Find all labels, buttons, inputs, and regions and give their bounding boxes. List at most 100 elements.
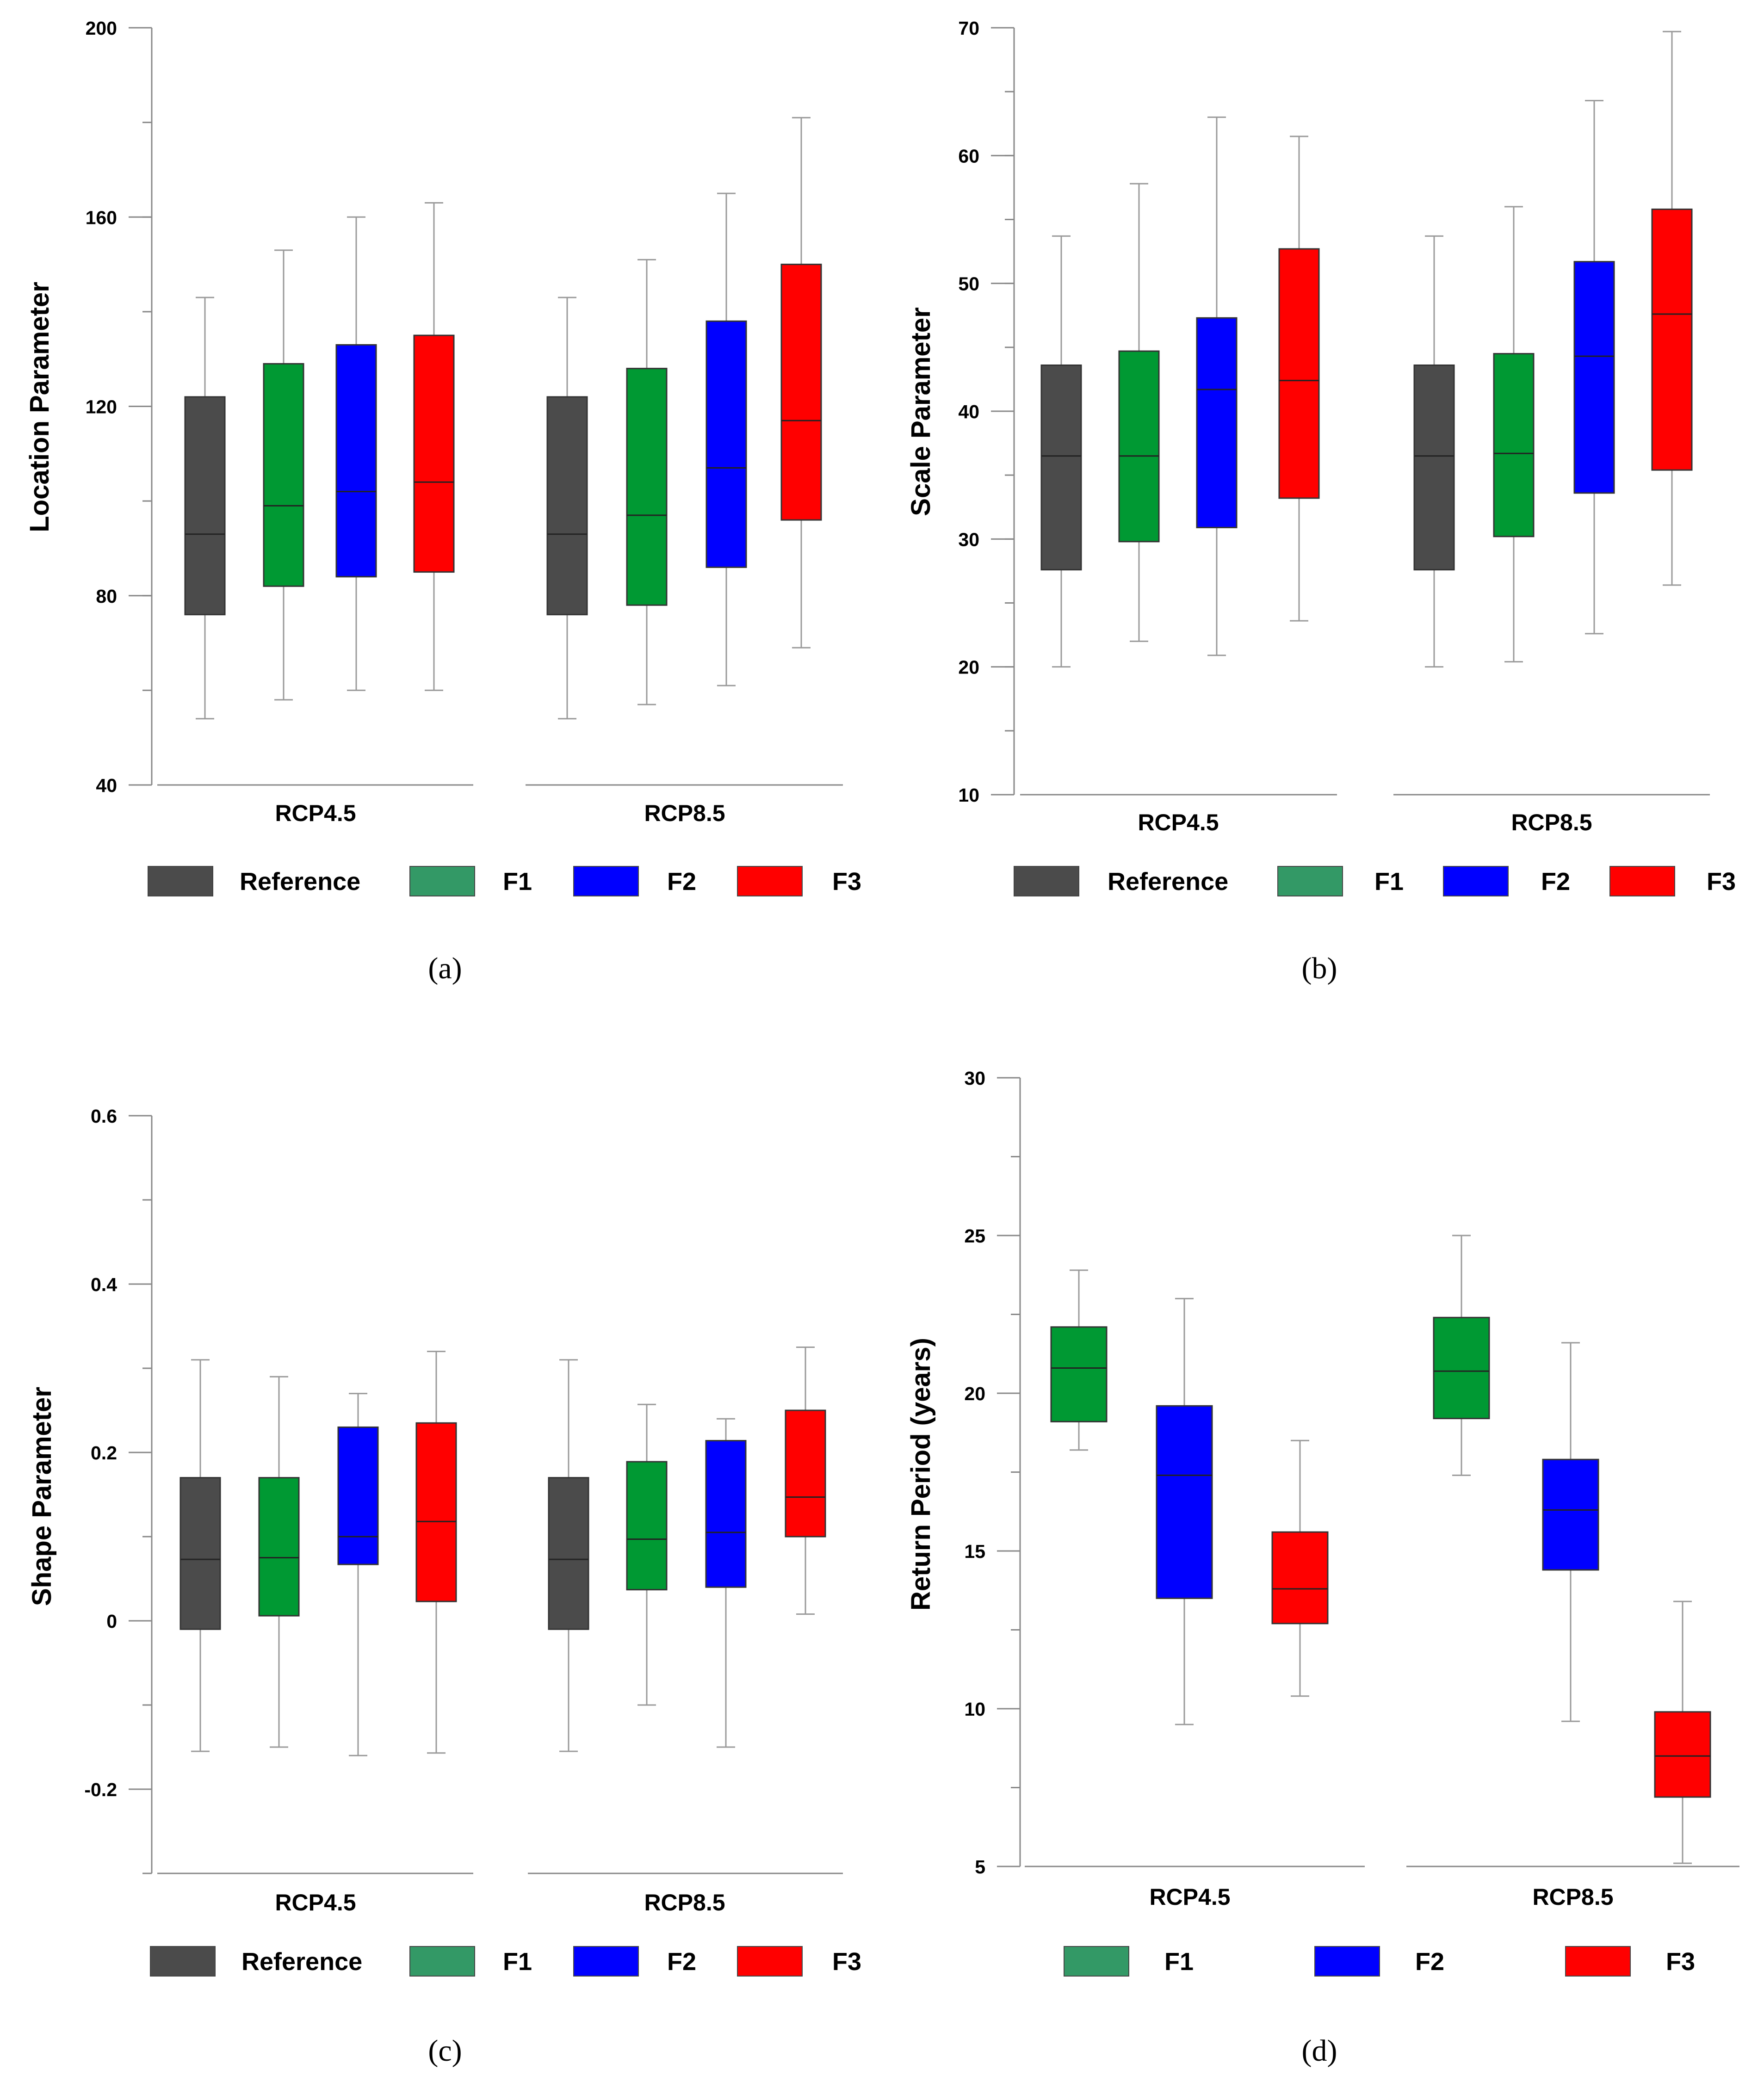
legend-swatch-f1 xyxy=(1064,1946,1129,1977)
y-tick-label: 0 xyxy=(106,1611,117,1632)
legend-swatch-f3 xyxy=(737,1946,803,1977)
y-tick-label: 50 xyxy=(958,273,979,295)
legend-swatch-f2 xyxy=(1314,1946,1380,1977)
legend-label: F1 xyxy=(503,1948,532,1976)
legend-label: Reference xyxy=(1108,868,1228,896)
box-f2 xyxy=(335,344,377,578)
box-f1 xyxy=(1050,1326,1108,1422)
box-f1 xyxy=(1493,353,1535,537)
y-tick-label: 25 xyxy=(964,1225,985,1247)
legend-swatch-f1 xyxy=(409,866,475,896)
legend-label: F1 xyxy=(1374,868,1404,896)
box-f1 xyxy=(1118,350,1160,543)
legend-label: F2 xyxy=(1415,1948,1444,1976)
y-tick-label: 20 xyxy=(964,1383,985,1404)
box-f3 xyxy=(1271,1531,1329,1625)
group-label: RCP4.5 xyxy=(1138,809,1219,835)
y-tick-label: 80 xyxy=(96,586,117,607)
legend-label: F3 xyxy=(832,1948,861,1976)
box-f1 xyxy=(626,1461,668,1591)
box-reference xyxy=(1040,365,1082,571)
box-reference xyxy=(546,396,588,616)
legend-label: F3 xyxy=(832,868,861,896)
y-tick-label: 40 xyxy=(96,775,117,796)
y-tick-label: 40 xyxy=(958,401,979,422)
y-tick-label: 5 xyxy=(975,1856,985,1878)
panel-3: -0.2 0 0.2 0.4 0.6 Shape Parameter RCP4.5 RCP8.… xyxy=(27,1106,861,2068)
group-label: RCP4.5 xyxy=(275,1890,356,1915)
group-label: RCP8.5 xyxy=(1532,1884,1613,1910)
box-reference xyxy=(548,1477,589,1630)
box-f2 xyxy=(337,1426,379,1565)
box-reference xyxy=(179,1477,221,1630)
y-tick-label: 20 xyxy=(958,657,979,678)
legend-swatch-f1 xyxy=(409,1946,475,1977)
box-f3 xyxy=(1278,248,1320,499)
box-f1 xyxy=(1433,1316,1490,1420)
legend-swatch-f2 xyxy=(573,866,639,896)
box-f3 xyxy=(413,334,455,573)
box-f2 xyxy=(706,320,747,568)
panel-4: 5 10 15 20 25 30 Return Period (years) RCP4.5 RC… xyxy=(906,1068,1739,2068)
box-f3 xyxy=(785,1409,826,1538)
legend-swatch-f3 xyxy=(1609,866,1675,896)
legend-swatch-reference xyxy=(148,866,213,896)
box-f3 xyxy=(415,1422,457,1602)
y-axis-label: Location Parameter xyxy=(25,282,55,532)
legend-label: F1 xyxy=(503,868,532,896)
legend-swatch-f3 xyxy=(1565,1946,1631,1977)
box-f2 xyxy=(1196,317,1238,528)
y-tick-label: 60 xyxy=(958,145,979,167)
box-f1 xyxy=(263,363,304,587)
legend-swatch-reference xyxy=(150,1946,216,1977)
y-tick-label: 0.4 xyxy=(91,1274,117,1295)
box-f2 xyxy=(1156,1405,1213,1599)
legend-swatch-reference xyxy=(1014,866,1079,896)
legend-label: F3 xyxy=(1666,1948,1695,1976)
y-tick-label: 30 xyxy=(958,529,979,550)
group-label: RCP4.5 xyxy=(1149,1884,1230,1910)
legend-label: F2 xyxy=(667,868,696,896)
box-f1 xyxy=(258,1477,300,1617)
y-tick-label: 120 xyxy=(86,396,117,418)
y-tick-label: 15 xyxy=(964,1541,985,1562)
legend-swatch-f3 xyxy=(737,866,803,896)
y-tick-label: 70 xyxy=(958,18,979,39)
panel-caption: (d) xyxy=(1302,2034,1337,2068)
box-f3 xyxy=(1651,208,1693,471)
y-axis-label: Return Period (years) xyxy=(906,1338,936,1611)
group-label: RCP8.5 xyxy=(644,1890,725,1915)
y-tick-label: 0.2 xyxy=(91,1442,117,1464)
legend-label: F2 xyxy=(1541,868,1570,896)
box-f2 xyxy=(705,1440,747,1588)
legend-swatch-f2 xyxy=(1443,866,1509,896)
y-axis-label: Scale Parameter xyxy=(906,307,936,516)
y-tick-label: 10 xyxy=(964,1699,985,1720)
y-tick-label: 200 xyxy=(86,18,117,39)
y-tick-label: -0.2 xyxy=(84,1779,117,1800)
legend-swatch-f2 xyxy=(573,1946,639,1977)
box-f3 xyxy=(780,264,822,521)
group-label: RCP4.5 xyxy=(275,800,356,826)
y-tick-label: 30 xyxy=(964,1068,985,1089)
y-tick-label: 0.6 xyxy=(91,1106,117,1127)
legend-label: F1 xyxy=(1164,1948,1194,1976)
legend-label: Reference xyxy=(241,1948,362,1976)
y-tick-label: 10 xyxy=(958,785,979,806)
legend-label: F2 xyxy=(667,1948,696,1976)
panel-caption: (a) xyxy=(428,951,462,985)
box-f1 xyxy=(626,368,668,606)
panel-2: 10 20 30 40 50 60 70 Scale Parameter RCP4.5 RCP8.… xyxy=(906,18,1736,985)
box-f2 xyxy=(1573,261,1615,494)
panel-1: 40 80 120 160 200 Location Parameter RCP4.5 RCP… xyxy=(25,18,861,985)
legend-label: F3 xyxy=(1707,868,1736,896)
box-reference xyxy=(1413,365,1455,571)
y-tick-label: 160 xyxy=(86,207,117,228)
panel-caption: (b) xyxy=(1302,951,1337,985)
group-label: RCP8.5 xyxy=(1511,809,1592,835)
legend-label: Reference xyxy=(240,868,360,896)
y-axis-label: Shape Parameter xyxy=(27,1387,57,1606)
box-f3 xyxy=(1654,1711,1711,1798)
group-label: RCP8.5 xyxy=(644,800,725,826)
